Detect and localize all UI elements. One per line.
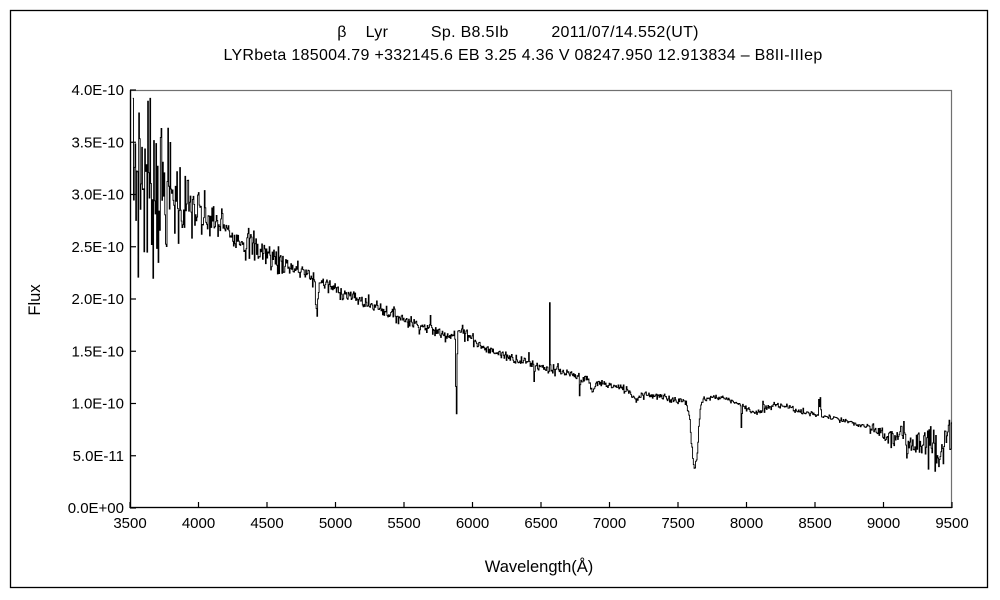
svg-text:6500: 6500 (524, 515, 557, 532)
svg-text:Wavelength(Å): Wavelength(Å) (485, 557, 594, 576)
svg-text:β Lyr Sp. B8.5Ib: β Lyr Sp. B8.5Ib 2011/07/14.552(UT) (337, 24, 699, 41)
svg-text:3.5E-10: 3.5E-10 (71, 134, 124, 151)
svg-text:4.0E-10: 4.0E-10 (71, 82, 124, 99)
svg-text:1.5E-10: 1.5E-10 (71, 343, 124, 360)
svg-text:5000: 5000 (319, 515, 352, 532)
svg-text:8500: 8500 (798, 515, 831, 532)
svg-text:LYRbeta 185004.79 +332145.6 EB: LYRbeta 185004.79 +332145.6 EB 3.25 4.36… (223, 47, 822, 64)
svg-text:1.0E-10: 1.0E-10 (71, 396, 124, 413)
svg-text:2.0E-10: 2.0E-10 (71, 291, 124, 308)
svg-text:8000: 8000 (730, 515, 763, 532)
svg-text:4500: 4500 (250, 515, 283, 532)
svg-text:9000: 9000 (867, 515, 900, 532)
svg-text:0.0E+00: 0.0E+00 (68, 500, 124, 517)
svg-text:3500: 3500 (113, 515, 146, 532)
svg-text:6000: 6000 (456, 515, 489, 532)
svg-text:2.5E-10: 2.5E-10 (71, 239, 124, 256)
svg-text:9500: 9500 (935, 515, 968, 532)
svg-text:5500: 5500 (387, 515, 420, 532)
svg-text:3.0E-10: 3.0E-10 (71, 187, 124, 204)
svg-text:7500: 7500 (661, 515, 694, 532)
svg-text:4000: 4000 (182, 515, 215, 532)
svg-text:7000: 7000 (593, 515, 626, 532)
svg-text:5.0E-11: 5.0E-11 (73, 448, 124, 465)
svg-text:Flux: Flux (26, 284, 44, 316)
